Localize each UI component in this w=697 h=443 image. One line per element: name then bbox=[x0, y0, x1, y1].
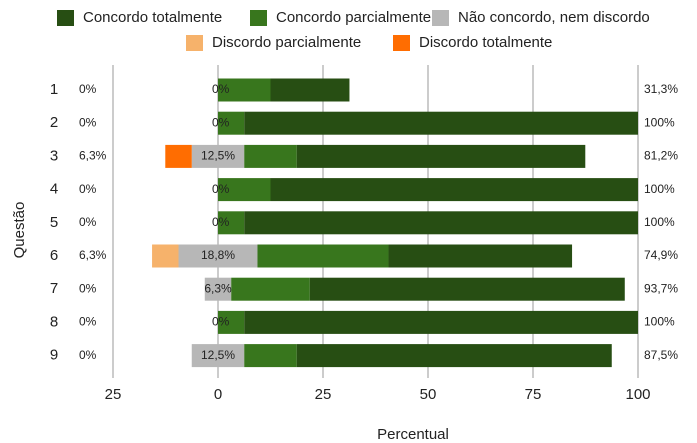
bar-segment bbox=[218, 111, 245, 135]
center-label: 12,5% bbox=[201, 149, 235, 163]
left-label: 0% bbox=[79, 215, 97, 229]
right-label: 74,9% bbox=[644, 248, 678, 262]
x-tick-label: 100 bbox=[625, 386, 650, 403]
bar-segment bbox=[296, 144, 586, 168]
bar-segment bbox=[191, 344, 245, 368]
legend-swatch bbox=[432, 10, 449, 26]
bar-segment bbox=[165, 144, 192, 168]
category-label: 5 bbox=[50, 214, 58, 231]
bar-segment bbox=[218, 178, 271, 202]
center-label: 12,5% bbox=[201, 348, 235, 362]
x-tick-label: 0 bbox=[214, 386, 222, 403]
right-label: 93,7% bbox=[644, 281, 678, 295]
right-label: 100% bbox=[644, 182, 675, 196]
left-label: 0% bbox=[79, 281, 97, 295]
left-label: 6,3% bbox=[79, 149, 107, 163]
x-tick-label: 25 bbox=[315, 386, 332, 403]
left-label: 0% bbox=[79, 182, 97, 196]
y-axis-title: Questão bbox=[11, 202, 28, 259]
bar-segment bbox=[388, 244, 573, 268]
bar-segment bbox=[244, 111, 638, 135]
category-label: 3 bbox=[50, 147, 58, 164]
legend-swatch bbox=[250, 10, 267, 26]
bar-segment bbox=[296, 344, 612, 368]
bar-segment bbox=[191, 144, 245, 168]
center-label: 0% bbox=[212, 182, 230, 196]
right-label: 81,2% bbox=[644, 149, 678, 163]
category-label: 2 bbox=[50, 114, 58, 131]
legend-swatch bbox=[186, 35, 203, 51]
left-label: 0% bbox=[79, 82, 97, 96]
left-label: 0% bbox=[79, 315, 97, 329]
legend-label: Não concordo, nem discordo bbox=[458, 9, 650, 26]
bar-segment bbox=[270, 178, 638, 202]
right-label: 100% bbox=[644, 115, 675, 129]
x-tick-label: 50 bbox=[420, 386, 437, 403]
bar-segment bbox=[270, 78, 350, 102]
right-label: 31,3% bbox=[644, 82, 678, 96]
bar-segment bbox=[309, 277, 625, 301]
bar-segment bbox=[244, 211, 638, 235]
category-label: 1 bbox=[50, 81, 58, 98]
legend-label: Concordo totalmente bbox=[83, 9, 222, 26]
bar-segment bbox=[178, 244, 258, 268]
center-label: 0% bbox=[212, 82, 230, 96]
bar-segment bbox=[244, 144, 297, 168]
bar-segment bbox=[257, 244, 389, 268]
category-label: 8 bbox=[50, 313, 58, 330]
legend-label: Discordo parcialmente bbox=[212, 34, 361, 51]
x-tick-label: 25 bbox=[105, 386, 122, 403]
category-label: 4 bbox=[50, 181, 58, 198]
category-label: 7 bbox=[50, 280, 58, 297]
center-label: 0% bbox=[212, 315, 230, 329]
center-label: 18,8% bbox=[201, 248, 235, 262]
center-label: 6,3% bbox=[204, 281, 232, 295]
legend-swatch bbox=[57, 10, 74, 26]
bar-segment bbox=[218, 211, 245, 235]
x-tick-label: 75 bbox=[525, 386, 542, 403]
bar-segment bbox=[218, 310, 245, 334]
left-label: 6,3% bbox=[79, 248, 107, 262]
left-label: 0% bbox=[79, 348, 97, 362]
right-label: 87,5% bbox=[644, 348, 678, 362]
left-label: 0% bbox=[79, 115, 97, 129]
bar-segment bbox=[244, 310, 638, 334]
category-label: 6 bbox=[50, 247, 58, 264]
legend-label: Concordo parcialmente bbox=[276, 9, 431, 26]
center-label: 0% bbox=[212, 215, 230, 229]
legend-label: Discordo totalmente bbox=[419, 34, 552, 51]
x-axis-title: Percentual bbox=[377, 426, 449, 443]
right-label: 100% bbox=[644, 315, 675, 329]
bar-segment bbox=[218, 78, 271, 102]
bar-segment bbox=[152, 244, 179, 268]
right-label: 100% bbox=[644, 215, 675, 229]
center-label: 0% bbox=[212, 115, 230, 129]
bar-segment bbox=[204, 277, 232, 301]
category-label: 9 bbox=[50, 347, 58, 364]
legend-swatch bbox=[393, 35, 410, 51]
bar-segment bbox=[231, 277, 310, 301]
bar-segment bbox=[244, 344, 297, 368]
